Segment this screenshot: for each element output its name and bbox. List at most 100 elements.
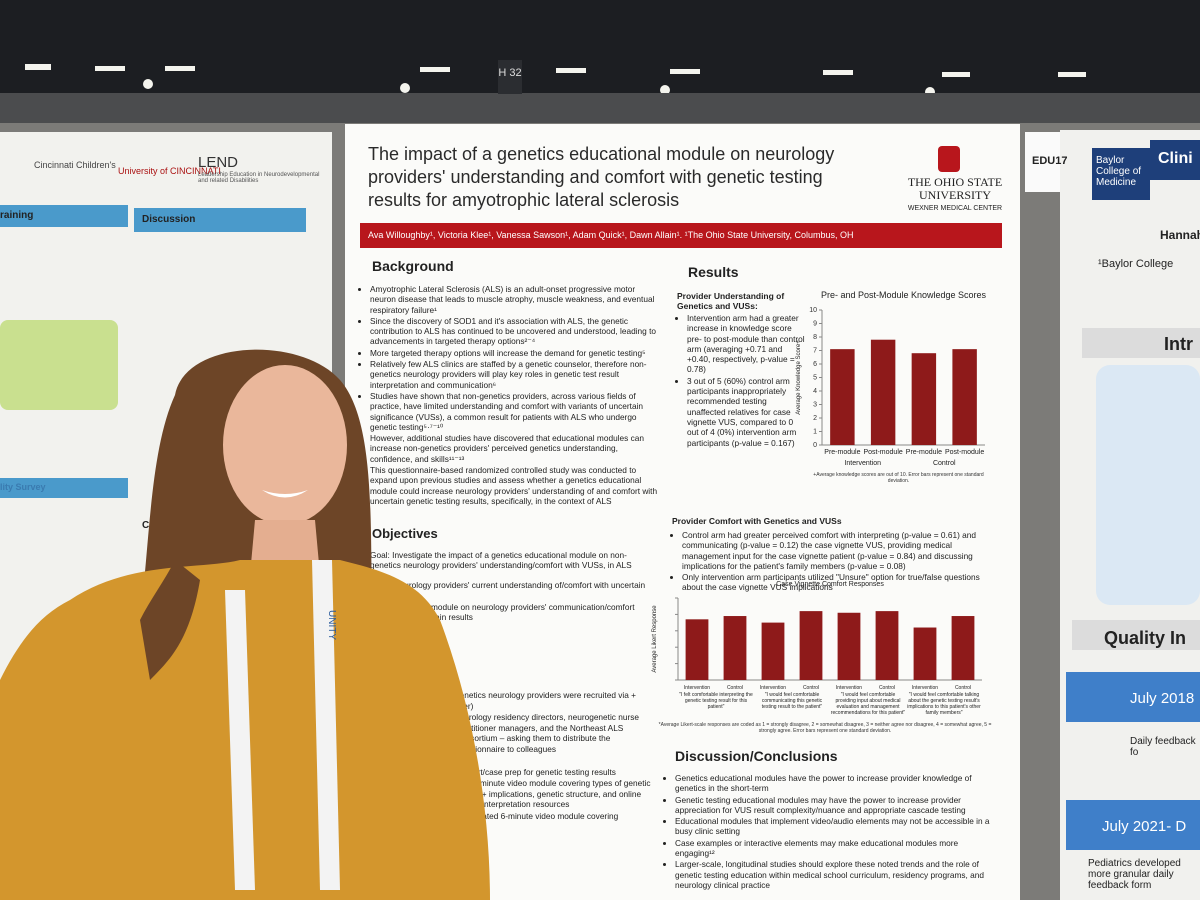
bullet: 3 out of 5 (60%) control arm participant… — [687, 376, 805, 448]
section-heading: Objectives — [372, 526, 438, 541]
bullet: Control arm had greater perceived comfor… — [682, 530, 1000, 571]
bar — [913, 627, 937, 680]
y-axis-label: Average Knowledge Score+ — [796, 340, 802, 415]
bullet: Genetics educational modules have the po… — [675, 773, 1000, 794]
face — [223, 365, 347, 525]
lanyard-text: UNITY — [326, 610, 337, 640]
heading: Clini — [1158, 150, 1193, 167]
bullet: More targeted therapy options will incre… — [370, 348, 658, 358]
band — [134, 208, 306, 232]
logo-line: WEXNER MEDICAL CENTER — [907, 205, 1003, 212]
group-label-text: "I felt comfortable interpreting the gen… — [679, 692, 753, 710]
y-tick-label: 2 — [813, 415, 817, 422]
baylor-logo — [1092, 148, 1150, 200]
bar — [723, 616, 747, 680]
bullet: comfort/case prep for genetic testing re… — [455, 767, 655, 778]
bullet: Educational modules that implement video… — [675, 816, 1000, 837]
sub-heading: Provider Comfort with Genetics and VUSs — [672, 516, 842, 526]
date: July 2018 — [1130, 690, 1195, 707]
authors: Ava Willoughby¹, Victoria Klee¹, Vanessa… — [368, 230, 854, 240]
bullet: Since the discovery of SOD1 and it's ass… — [370, 316, 658, 347]
methods-list: genetics neurology providers were recrui… — [445, 690, 655, 822]
results-list: Intervention arm had a greater increase … — [677, 313, 805, 449]
section-heading: lity Survey — [0, 482, 46, 492]
y-axis-label: Average Likert Response — [652, 605, 658, 673]
band — [0, 478, 128, 498]
section-heading: Background — [372, 258, 454, 274]
x-tick-label: Pre-module — [824, 449, 860, 456]
y-tick-label: 6 — [813, 361, 817, 368]
bar — [830, 349, 855, 445]
sub-heading: Provider Understanding of Genetics and V… — [677, 291, 785, 311]
code: EDU17 — [1032, 155, 1068, 167]
hair — [140, 560, 200, 680]
bullet: This questionnaire-based randomized cont… — [370, 465, 658, 506]
timeline — [1066, 800, 1200, 850]
group-label: "I would feel comfortable providing inpu… — [830, 692, 906, 716]
bar — [951, 616, 975, 680]
band — [0, 205, 128, 227]
bar — [685, 619, 709, 680]
band — [1082, 328, 1200, 358]
bar — [875, 611, 899, 680]
y-tick-label: 9 — [813, 321, 817, 328]
x-tick-label: Intervention — [912, 685, 938, 691]
chart-note-text: +Average knowledge scores are out of 10.… — [813, 472, 984, 484]
bar — [837, 612, 861, 680]
org: Cincinnati Children's — [34, 160, 116, 170]
x-tick-label: Intervention — [836, 685, 862, 691]
bullet: Only intervention arm participants utili… — [682, 572, 1000, 593]
poster-title: The impact of a genetics educational mod… — [368, 144, 835, 210]
logo: THE OHIO STATE UNIVERSITY WEXNER MEDICAL… — [895, 176, 1015, 215]
affil: ¹Baylor College — [1098, 258, 1174, 270]
school: Baylor College of Medicine — [1096, 155, 1142, 188]
band — [1072, 620, 1200, 650]
group-label: Control — [933, 460, 956, 467]
lanyard — [225, 590, 255, 890]
y-tick-label: 5 — [813, 375, 817, 382]
y-tick-label: 3 — [813, 402, 817, 409]
intro-box — [1096, 365, 1200, 605]
group-label-text: "I would feel comfortable talking about … — [907, 692, 981, 716]
band — [1150, 140, 1200, 180]
logo-mark — [938, 146, 960, 172]
quote-box — [0, 320, 118, 410]
bullet: Relatively few ALS clinics are staffed b… — [370, 359, 658, 390]
x-tick-label: Control — [803, 685, 819, 691]
group-label-text: "I would feel comfortable providing inpu… — [830, 692, 906, 716]
bar — [799, 611, 823, 680]
section-heading: Discussion — [142, 214, 196, 225]
objective-goal: Goal: Investigate the impact of a geneti… — [370, 550, 632, 571]
x-tick-label: Intervention — [684, 685, 710, 691]
bar — [761, 622, 785, 680]
logo-line: UNIVERSITY — [919, 188, 991, 202]
x-tick-label: Post-module — [863, 449, 902, 456]
group-label: "I felt comfortable interpreting the gen… — [679, 692, 753, 710]
x-tick-label: Intervention — [760, 685, 786, 691]
org: University of CINCINNATI — [118, 166, 221, 176]
x-tick-label: Control — [727, 685, 743, 691]
bar — [911, 353, 937, 445]
chart-title: Pre- and Post-Module Knowledge Scores — [821, 290, 987, 300]
section-heading: Results — [688, 264, 739, 280]
sign — [498, 60, 522, 94]
bullet: abbreviated 6-minute video module coveri… — [455, 811, 655, 822]
x-tick-label: Control — [955, 685, 971, 691]
y-tick-label: 7 — [813, 348, 817, 355]
program: LEND — [198, 154, 239, 171]
timeline — [1066, 672, 1200, 722]
x-tick-label: Post-module — [945, 449, 984, 456]
background-list: Amyotrophic Lateral Sclerosis (ALS) is a… — [360, 284, 658, 507]
bullet: However, additional studies have discove… — [370, 433, 658, 464]
bullet: Amyotrophic Lateral Sclerosis (ALS) is a… — [370, 284, 658, 315]
chart-note: +Average knowledge scores are out of 10.… — [813, 472, 984, 484]
logo-line: THE OHIO STATE — [907, 175, 1003, 189]
note: Pediatrics developed more granular daily… — [1088, 858, 1181, 891]
bar — [952, 349, 977, 445]
chart-note: *Average Likert-scale responses are code… — [659, 722, 992, 734]
bullet: Case examples or interactive elements ma… — [675, 838, 1000, 859]
bullet: Intervention arm had a greater increase … — [687, 313, 805, 375]
author: Hannah — [1160, 228, 1200, 242]
